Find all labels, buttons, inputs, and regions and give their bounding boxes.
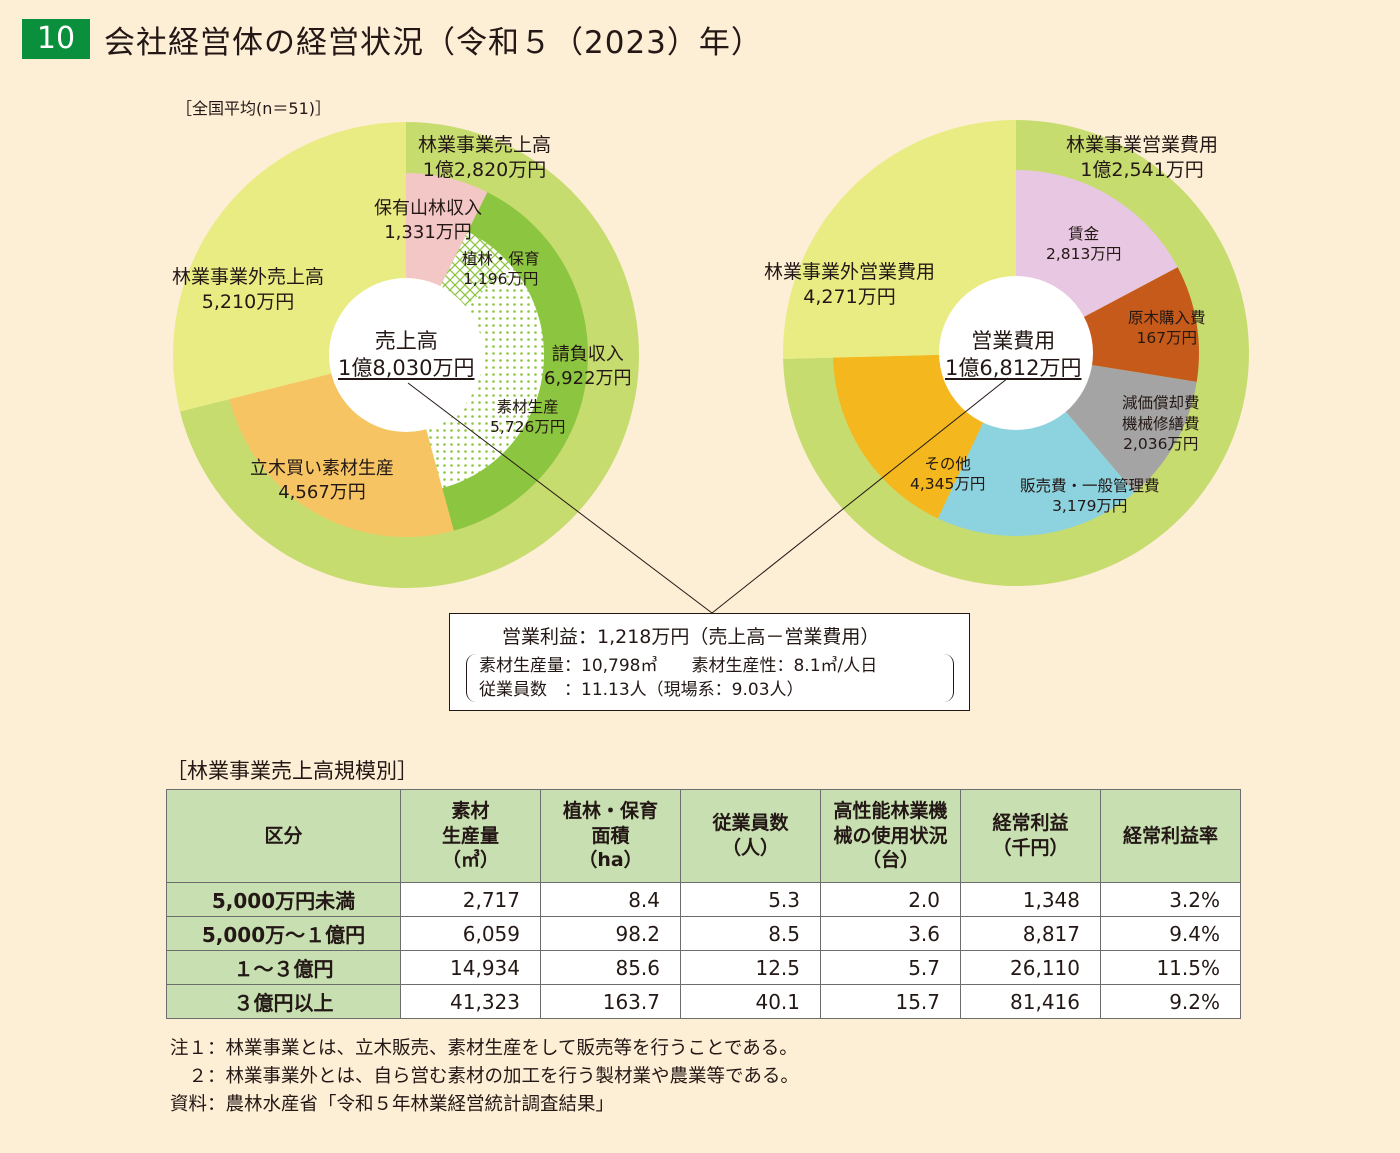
row-header: １～３億円 <box>166 950 401 985</box>
table-cell: 8.5 <box>680 916 821 951</box>
operating-profit-box: 営業利益：1,218万円（売上高－営業費用） 素材生産量：10,798㎥ 素材生産… <box>449 613 970 711</box>
table-cell: 12.5 <box>680 950 821 985</box>
label-wages: 賃金 2,813万円 <box>1046 225 1122 264</box>
table-cell: 1,348 <box>960 882 1101 917</box>
table-cell: 9.4% <box>1100 916 1241 951</box>
table-cell: 8.4 <box>540 882 681 917</box>
label-log-production: 素材生産 5,726万円 <box>490 398 566 437</box>
table-cell: 98.2 <box>540 916 681 951</box>
label-depreciation: 減価償却費 機械修繕費 2,036万円 <box>1122 394 1200 454</box>
table-row: １～３億円 14,934 85.6 12.5 5.7 26,110 11.5% <box>166 950 1241 985</box>
row-header: 5,000万円未満 <box>166 882 401 917</box>
table-cell: 41,323 <box>400 984 541 1019</box>
slice-non-forestry-costs <box>783 120 1016 359</box>
table-header: 植林・保育 面積 （ha） <box>540 789 681 883</box>
table-cell: 3.2% <box>1100 882 1241 917</box>
table-cell: 5.7 <box>820 950 961 985</box>
table-cell: 14,934 <box>400 950 541 985</box>
leader-line-costs <box>711 377 1009 614</box>
table-section-title: ［林業事業売上高規模別］ <box>166 759 418 783</box>
label-standing-timber: 立木買い素材生産 4,567万円 <box>250 458 394 503</box>
table-header: 高性能林業機 械の使用状況 （台） <box>820 789 961 883</box>
table-cell: 6,059 <box>400 916 541 951</box>
label-own-forest-income: 保有山林収入 1,331万円 <box>374 198 482 243</box>
label-other: その他 4,345万円 <box>910 455 986 494</box>
table-header: 経常利益率 <box>1100 789 1241 883</box>
national-average-label: ［全国平均(n＝51)］ <box>176 99 331 118</box>
table-cell: 8,817 <box>960 916 1101 951</box>
production-summary: 素材生産量：10,798㎥ 素材生産性：8.1㎥/人日 従業員数 ：11.13人（… <box>466 654 954 702</box>
table-header: 区分 <box>166 789 401 883</box>
table-cell: 163.7 <box>540 984 681 1019</box>
table-row: 5,000万～１億円 6,059 98.2 8.5 3.6 8,817 9.4% <box>166 916 1241 951</box>
operating-profit: 営業利益：1,218万円（売上高－営業費用） <box>502 626 880 648</box>
table-cell: 9.2% <box>1100 984 1241 1019</box>
label-contract-income: 請負収入 6,922万円 <box>544 344 632 389</box>
notes: 注１：林業事業とは、立木販売、素材生産をして販売等を行うことである。 ２：林業事… <box>170 1035 799 1119</box>
table-cell: 11.5% <box>1100 950 1241 985</box>
table-cell: 81,416 <box>960 984 1101 1019</box>
table-cell: 2,717 <box>400 882 541 917</box>
label-non-forestry-costs: 林業事業外営業費用 4,271万円 <box>764 261 936 309</box>
table-cell: 2.0 <box>820 882 961 917</box>
label-forestry-sales: 林業事業売上高 1億2,820万円 <box>418 134 552 182</box>
slice-admin <box>937 353 1135 536</box>
note-1: 注１：林業事業とは、立木販売、素材生産をして販売等を行うことである。 <box>170 1038 798 1059</box>
table-header: 素材 生産量 （㎥） <box>400 789 541 883</box>
label-non-forestry-sales: 林業事業外売上高 5,210万円 <box>172 266 325 314</box>
center-label-sales: 売上高 1億8,030万円 <box>338 329 475 381</box>
center-label-costs: 営業費用 1億6,812万円 <box>945 329 1082 381</box>
table-cell: 26,110 <box>960 950 1101 985</box>
table-header: 従業員数 （人） <box>680 789 821 883</box>
table-cell: 85.6 <box>540 950 681 985</box>
table-header: 経常利益 （千円） <box>960 789 1101 883</box>
productivity: 素材生産性：8.1㎥/人日 <box>691 656 878 676</box>
table-cell: 40.1 <box>680 984 821 1019</box>
table-cell: 15.7 <box>820 984 961 1019</box>
table-row: 5,000万円未満 2,717 8.4 5.3 2.0 1,348 3.2% <box>166 882 1241 917</box>
label-log-purchase: 原木購入費 167万円 <box>1128 309 1206 348</box>
table-cell: 5.3 <box>680 882 821 917</box>
scale-table: 区分 素材 生産量 （㎥） 植林・保育 面積 （ha） 従業員数 （人） 高性能… <box>166 789 1241 1019</box>
donut-hole-costs <box>939 276 1093 430</box>
row-header: 5,000万～１億円 <box>166 916 401 951</box>
figure-number: 10 <box>22 19 90 59</box>
label-admin: 販売費・一般管理費 3,179万円 <box>1020 477 1160 516</box>
note-2: ２：林業事業外とは、自ら営む素材の加工を行う製材業や農業等である。 <box>170 1066 799 1087</box>
leader-line-sales <box>407 382 713 614</box>
donut-hole-sales <box>329 278 483 432</box>
page-title: 会社経営体の経営状況（令和５（2023）年） <box>104 25 763 61</box>
source-note: 資料：農林水産省「令和５年林業経営統計調査結果」 <box>170 1094 615 1115</box>
row-header: ３億円以上 <box>166 984 401 1019</box>
employees: 従業員数 ：11.13人（現場系：9.03人） <box>479 680 804 700</box>
label-forestry-costs: 林業事業営業費用 1億2,541万円 <box>1066 134 1219 182</box>
table-cell: 3.6 <box>820 916 961 951</box>
label-planting: 植林・保育 1,196万円 <box>462 250 540 289</box>
table-row: ３億円以上 41,323 163.7 40.1 15.7 81,416 9.2% <box>166 984 1241 1019</box>
log-volume: 素材生産量：10,798㎥ <box>479 656 658 676</box>
